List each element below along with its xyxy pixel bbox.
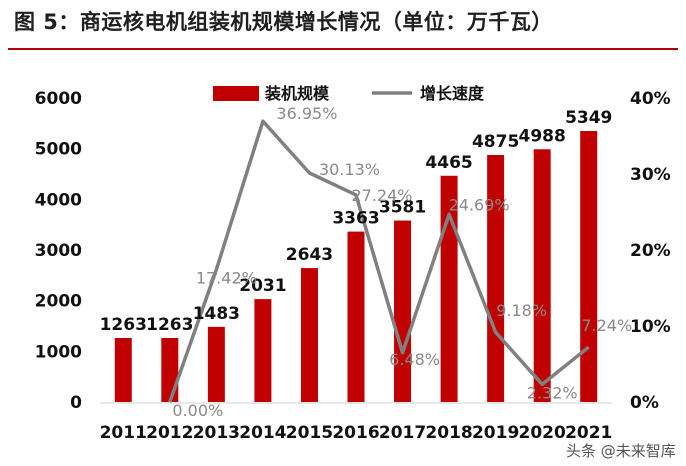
bar-value-label: 3363 [332, 209, 379, 229]
legend: 装机规模 增长速度 [213, 84, 485, 103]
y-right-tick-label: 30% [630, 165, 671, 185]
y-right-tick-label: 40% [630, 89, 671, 109]
bar [487, 155, 505, 402]
bar [254, 299, 272, 402]
bar [161, 338, 179, 402]
bar [394, 220, 412, 402]
y-right-tick-label: 10% [630, 317, 671, 337]
bar-value-label: 1483 [193, 304, 240, 324]
y-right-tick-label: 20% [630, 241, 671, 261]
x-tick-label: 2020 [519, 423, 566, 443]
x-tick-label: 2017 [379, 423, 426, 443]
right-axis: 0% 10% 20% 30% 40% [630, 89, 671, 413]
line-value-label: 36.95% [276, 104, 337, 123]
bar-value-label: 2643 [286, 245, 333, 265]
watermark-text: 头条 @未来智库 [566, 442, 676, 460]
bar [580, 130, 598, 402]
growth-line [168, 119, 590, 403]
bar-value-label: 4988 [519, 126, 566, 146]
title-underline [8, 48, 678, 50]
bar-value-label: 3581 [379, 198, 426, 218]
y-left-tick-label: 4000 [35, 190, 82, 210]
x-tick-label: 2021 [565, 423, 612, 443]
x-tick-label: 2012 [146, 423, 193, 443]
x-tick-label: 2015 [286, 423, 333, 443]
bar-value-label: 1263 [146, 315, 193, 335]
left-axis: 0 1000 2000 3000 4000 5000 6000 [35, 89, 82, 413]
chart-title: 图 5：商运核电机组装机规模增长情况（单位：万千瓦） [14, 10, 553, 34]
bar [300, 268, 318, 402]
line-value-label: 2.32% [527, 383, 578, 402]
legend-bar-swatch [213, 86, 259, 101]
bar-value-label: 5349 [565, 108, 612, 128]
x-tick-label: 2013 [193, 423, 240, 443]
bar-value-label: 4465 [425, 153, 472, 173]
x-tick-label: 2019 [472, 423, 519, 443]
bar-value-label: 2031 [239, 276, 286, 296]
line-labels: 0.00% 17.42% 36.95% 30.13% 27.24% 6.48% 24.69%… [172, 104, 632, 420]
bar [207, 326, 225, 402]
bar [114, 338, 132, 402]
x-tick-label: 2014 [239, 423, 286, 443]
line-value-label: 17.42% [196, 269, 257, 288]
line-series [168, 119, 590, 403]
bar [533, 149, 551, 402]
y-left-tick-label: 5000 [35, 140, 82, 160]
x-tick-label: 2011 [100, 423, 147, 443]
line-value-label: 6.48% [389, 350, 440, 369]
y-right-tick-label: 0% [630, 393, 659, 413]
y-left-tick-label: 1000 [35, 342, 82, 362]
line-value-label: 0.00% [172, 401, 223, 420]
bar-value-label: 4875 [472, 132, 519, 152]
line-value-label: 27.24% [351, 186, 412, 205]
x-tick-label: 2018 [425, 423, 472, 443]
line-value-label: 7.24% [581, 316, 632, 335]
x-tick-label: 2016 [332, 423, 379, 443]
line-value-label: 24.69% [449, 195, 510, 214]
y-left-tick-label: 0 [70, 393, 82, 413]
legend-bar-label: 装机规模 [264, 84, 330, 103]
bar-value-label: 1263 [100, 315, 147, 335]
line-value-label: 30.13% [319, 160, 380, 179]
y-left-tick-label: 6000 [35, 89, 82, 109]
line-value-label: 9.18% [496, 301, 547, 320]
bar [347, 231, 365, 402]
legend-line-label: 增长速度 [420, 84, 485, 103]
y-left-tick-label: 3000 [35, 241, 82, 261]
x-axis: 2011 2012 2013 2014 2015 2016 2017 2018 2019 2020… [100, 402, 612, 443]
y-left-tick-label: 2000 [35, 292, 82, 312]
bar-series [114, 130, 598, 402]
